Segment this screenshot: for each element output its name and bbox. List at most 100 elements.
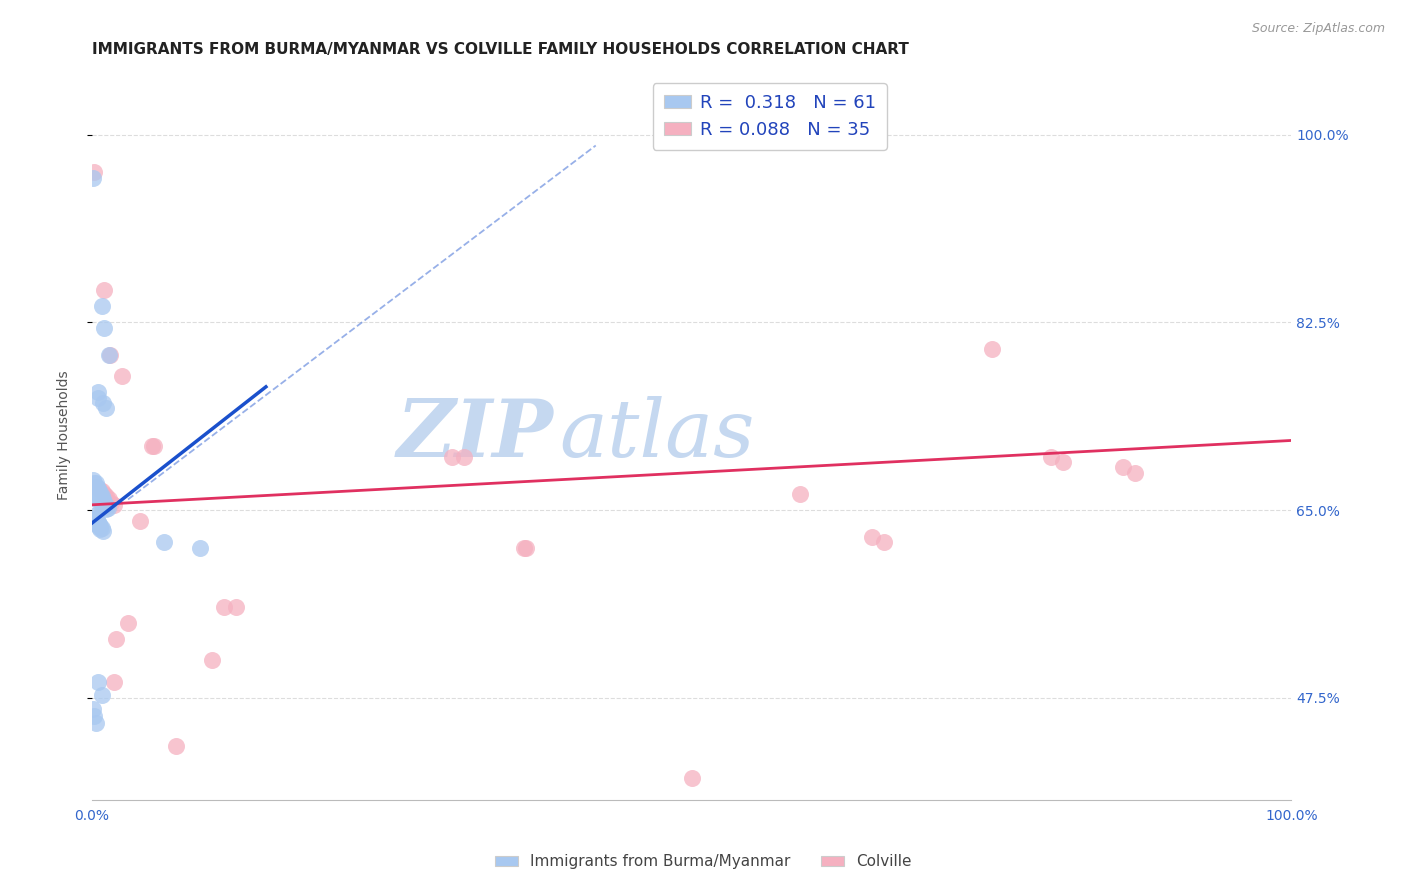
Point <box>84 476 107 491</box>
Point <box>90 497 112 511</box>
Point <box>96 401 118 416</box>
Point <box>83 165 105 179</box>
Point <box>83 709 105 723</box>
Point <box>84 483 107 498</box>
Point <box>872 535 894 549</box>
Point <box>117 615 139 630</box>
Point <box>860 530 883 544</box>
Point <box>86 513 108 527</box>
Point <box>89 482 111 496</box>
Point <box>96 489 118 503</box>
Point <box>86 516 108 530</box>
Point <box>1040 450 1063 464</box>
Point <box>87 489 110 503</box>
Point <box>681 772 703 786</box>
Y-axis label: Family Households: Family Households <box>58 370 72 500</box>
Point <box>82 508 104 523</box>
Point <box>89 523 111 537</box>
Point <box>83 512 105 526</box>
Point <box>201 653 224 667</box>
Point <box>789 487 811 501</box>
Point <box>93 321 115 335</box>
Point <box>188 541 211 555</box>
Point <box>83 476 105 491</box>
Point <box>91 499 114 513</box>
Point <box>100 496 122 510</box>
Point <box>1125 466 1147 480</box>
Point <box>90 688 112 702</box>
Point <box>96 499 118 513</box>
Point <box>89 519 111 533</box>
Point <box>97 348 120 362</box>
Point <box>97 492 120 507</box>
Point <box>90 489 112 503</box>
Point <box>212 599 235 614</box>
Point <box>90 299 112 313</box>
Point <box>94 500 117 514</box>
Point <box>89 486 111 500</box>
Point <box>97 501 120 516</box>
Point <box>94 497 117 511</box>
Legend: Immigrants from Burma/Myanmar, Colville: Immigrants from Burma/Myanmar, Colville <box>488 848 918 875</box>
Point <box>103 498 125 512</box>
Point <box>87 385 110 400</box>
Point <box>87 674 110 689</box>
Point <box>87 518 110 533</box>
Point <box>84 514 107 528</box>
Point <box>141 439 163 453</box>
Point <box>90 521 112 535</box>
Point <box>453 450 475 464</box>
Point <box>513 541 536 555</box>
Point <box>90 483 112 498</box>
Point <box>93 494 115 508</box>
Text: Source: ZipAtlas.com: Source: ZipAtlas.com <box>1251 22 1385 36</box>
Point <box>89 497 111 511</box>
Point <box>84 510 107 524</box>
Point <box>86 487 108 501</box>
Point <box>82 701 104 715</box>
Point <box>87 391 110 405</box>
Point <box>105 632 128 646</box>
Point <box>93 487 115 501</box>
Point <box>86 479 108 493</box>
Text: ZIP: ZIP <box>396 396 554 474</box>
Point <box>143 439 166 453</box>
Point <box>91 492 114 507</box>
Point <box>153 535 176 549</box>
Point <box>129 514 152 528</box>
Point <box>87 515 110 529</box>
Point <box>84 479 107 493</box>
Text: IMMIGRANTS FROM BURMA/MYANMAR VS COLVILLE FAMILY HOUSEHOLDS CORRELATION CHART: IMMIGRANTS FROM BURMA/MYANMAR VS COLVILL… <box>91 42 908 57</box>
Point <box>89 487 111 501</box>
Text: atlas: atlas <box>560 396 755 474</box>
Point <box>87 482 110 496</box>
Point <box>84 479 107 493</box>
Point <box>83 479 105 493</box>
Point <box>89 491 111 506</box>
Point <box>89 517 111 532</box>
Point <box>98 348 121 362</box>
Point <box>515 541 537 555</box>
Point <box>225 599 247 614</box>
Point <box>90 493 112 508</box>
Point <box>1052 455 1074 469</box>
Point <box>89 483 111 498</box>
Point <box>165 739 187 753</box>
Point <box>89 520 111 534</box>
Point <box>93 283 115 297</box>
Point <box>980 343 1002 357</box>
Point <box>93 498 115 512</box>
Point <box>91 496 114 510</box>
Point <box>103 674 125 689</box>
Point <box>1112 460 1135 475</box>
Legend: R =  0.318   N = 61, R = 0.088   N = 35: R = 0.318 N = 61, R = 0.088 N = 35 <box>652 83 887 150</box>
Point <box>84 715 107 730</box>
Point <box>111 369 134 384</box>
Point <box>96 502 118 516</box>
Point <box>91 524 114 538</box>
Point <box>91 396 114 410</box>
Point <box>89 493 111 508</box>
Point <box>82 473 104 487</box>
Point <box>82 170 104 185</box>
Point <box>440 450 463 464</box>
